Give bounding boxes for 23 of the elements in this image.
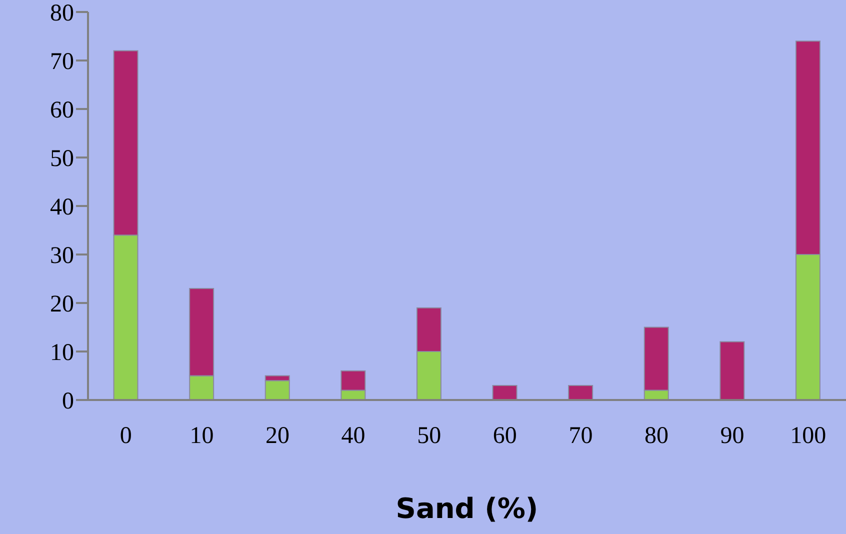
y-tick-label: 20	[50, 292, 74, 318]
y-tick-label: 40	[50, 194, 74, 221]
x-tick-label: 20	[266, 423, 290, 450]
x-tick-label: 70	[568, 423, 593, 450]
bar	[568, 384, 594, 400]
x-tick-label: 10	[190, 423, 214, 450]
y-tick-label: 60	[50, 98, 74, 124]
bar	[492, 384, 518, 400]
x-tick-label: 80	[644, 423, 668, 450]
x-tick-label: 0	[120, 423, 132, 450]
x-axis-title: Sand (%)	[394, 492, 540, 525]
x-tick-label: 60	[492, 423, 517, 450]
x-tick-label: 40	[341, 423, 366, 450]
y-tick-label: 70	[50, 49, 74, 76]
y-tick-label: 50	[50, 146, 74, 172]
x-tick-label: 50	[417, 423, 442, 450]
bar	[720, 341, 745, 400]
x-tick-label: 90	[720, 423, 744, 450]
y-tick-label: 30	[50, 243, 74, 270]
y-tick-label: 0	[62, 388, 74, 415]
y-tick-label: 80	[50, 0, 74, 27]
x-tick-label: 100	[790, 423, 826, 450]
y-tick-label: 10	[50, 340, 74, 366]
